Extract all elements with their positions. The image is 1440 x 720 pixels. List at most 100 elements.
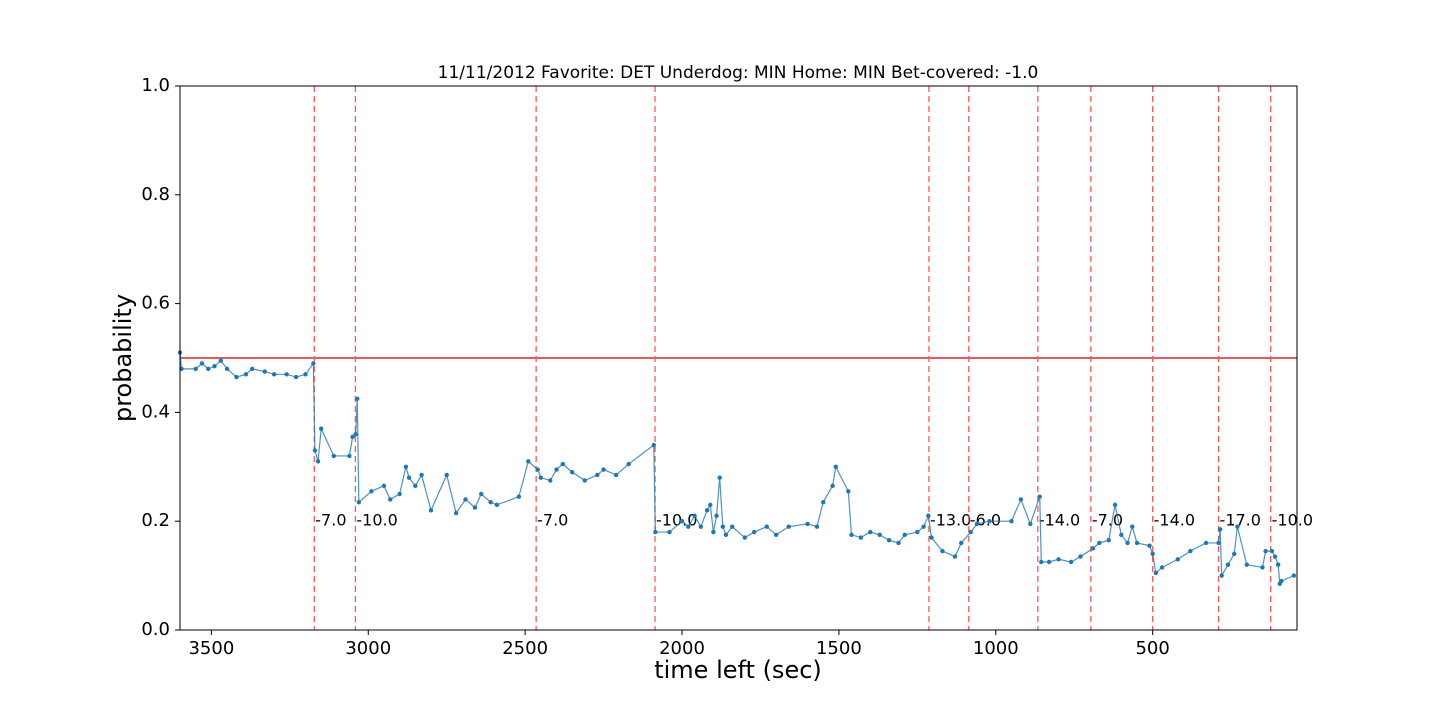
data-point — [406, 475, 412, 480]
data-point — [1090, 546, 1096, 551]
event-label: -17.0 — [1220, 511, 1261, 530]
data-point — [877, 532, 882, 537]
data-point — [959, 540, 964, 546]
data-point — [234, 374, 239, 380]
data-point — [915, 529, 920, 535]
data-point — [805, 521, 810, 527]
data-point — [1216, 540, 1221, 546]
data-point — [212, 363, 217, 369]
data-point — [1078, 554, 1083, 559]
event-label: -10.0 — [1272, 511, 1313, 530]
data-point — [293, 374, 299, 380]
data-point — [206, 366, 211, 372]
data-point — [1119, 532, 1124, 537]
data-point — [858, 535, 864, 540]
data-point — [347, 453, 352, 459]
data-point — [786, 524, 791, 529]
data-point — [714, 513, 719, 518]
data-point — [381, 483, 387, 489]
data-point — [331, 453, 336, 459]
data-point — [926, 513, 931, 518]
data-point — [1269, 548, 1275, 554]
data-point — [1056, 557, 1061, 562]
data-point — [315, 459, 321, 464]
plot-frame — [179, 85, 1298, 631]
data-point — [1272, 554, 1278, 559]
data-point — [764, 524, 769, 529]
x-tick-label: 1500 — [816, 638, 862, 659]
data-point — [1097, 540, 1102, 546]
data-point — [479, 491, 484, 497]
event-label: -10.0 — [356, 511, 397, 530]
data-point — [488, 499, 493, 505]
data-point — [929, 535, 934, 540]
y-tick-label: 0.8 — [141, 184, 170, 205]
data-point — [651, 442, 656, 448]
data-point — [974, 521, 980, 527]
y-tick-label: 0.2 — [141, 510, 170, 531]
data-point — [193, 366, 198, 372]
data-point — [742, 535, 747, 540]
data-point — [968, 529, 973, 535]
data-point — [303, 372, 308, 377]
data-point — [311, 361, 316, 366]
data-point — [686, 524, 691, 529]
data-point — [717, 475, 722, 480]
event-label: -14.0 — [1154, 511, 1195, 530]
x-axis-label: time left (sec) — [654, 656, 822, 684]
data-point — [1028, 521, 1033, 527]
data-point — [821, 499, 826, 505]
data-point — [369, 489, 374, 494]
data-point — [1134, 540, 1140, 546]
data-point — [849, 532, 854, 537]
data-point — [1275, 562, 1281, 567]
event-label: -13.0 — [930, 511, 971, 530]
data-point — [692, 513, 697, 518]
y-tick-label: 0.4 — [141, 401, 170, 422]
data-point — [1279, 578, 1284, 584]
data-point — [921, 524, 926, 529]
data-point — [413, 483, 418, 489]
data-point — [243, 372, 249, 377]
data-point — [601, 467, 606, 472]
data-point — [1263, 548, 1268, 554]
data-point — [463, 497, 468, 502]
data-point — [350, 434, 355, 440]
data-point — [1291, 573, 1297, 578]
data-point — [1219, 573, 1224, 578]
data-point — [626, 461, 631, 467]
data-point — [1130, 524, 1135, 529]
data-point — [535, 467, 540, 472]
data-point — [271, 372, 277, 377]
data-point — [318, 426, 324, 431]
data-point — [896, 540, 901, 546]
data-point — [526, 459, 531, 464]
data-point — [653, 529, 658, 535]
data-point — [453, 510, 459, 516]
data-point — [1068, 559, 1074, 565]
event-label: -7.0 — [315, 511, 346, 530]
y-tick-label: 0.6 — [141, 293, 170, 314]
data-point — [730, 524, 735, 529]
y-tick-label: 0.0 — [141, 619, 170, 640]
data-point — [1153, 570, 1159, 576]
data-point — [704, 508, 710, 513]
data-point — [830, 483, 835, 489]
data-point — [1009, 519, 1014, 524]
data-point — [613, 472, 619, 478]
data-point — [1018, 497, 1024, 502]
data-point — [1106, 538, 1111, 543]
data-point — [751, 529, 757, 535]
data-point — [1125, 540, 1130, 546]
data-point — [262, 369, 267, 374]
data-point — [679, 519, 685, 524]
data-point — [472, 505, 478, 510]
data-point — [516, 494, 522, 499]
y-axis-label: probability — [109, 294, 137, 422]
data-point — [419, 472, 424, 478]
data-point — [698, 524, 704, 529]
data-point — [1188, 548, 1193, 554]
event-label: -14.0 — [1039, 511, 1080, 530]
data-point — [249, 366, 255, 372]
data-point — [952, 554, 958, 559]
